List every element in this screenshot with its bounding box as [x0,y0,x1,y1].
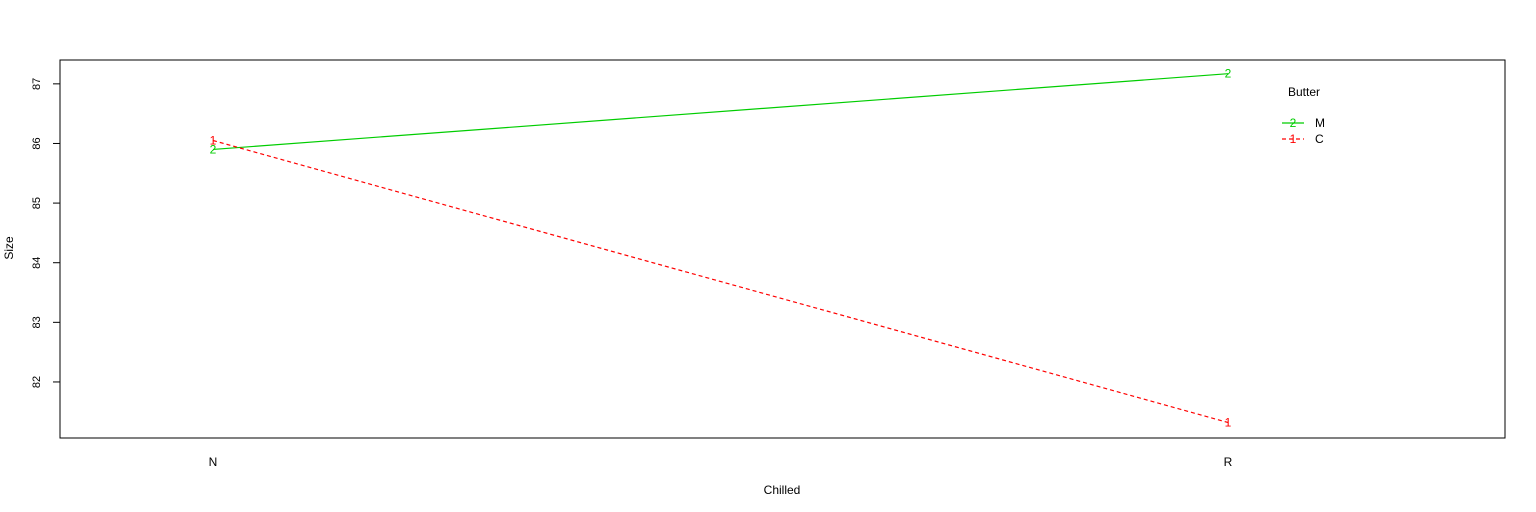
series-line-M [212,73,1229,151]
y-axis-label: Size [2,236,16,260]
y-tick-label: 83 [31,316,43,328]
y-tick-label: 82 [31,376,43,388]
y-tick-label: 85 [31,197,43,209]
y-tick-label: 84 [31,257,43,269]
plot-box [59,59,1506,439]
legend-title: Butter [1288,85,1320,99]
point-symbol-C: 1 [1225,415,1232,429]
y-tick-label: 86 [31,137,43,149]
legend-symbol-M: 2 [1290,116,1297,130]
legend-symbol-C: 1 [1290,132,1297,146]
y-axis: 82 83 84 85 86 87 [31,78,61,388]
x-tick-label: R [1224,455,1233,469]
y-tick-label: 87 [31,78,43,90]
legend: Butter 2 M 1 C [1282,85,1325,146]
legend-label-M: M [1315,116,1325,130]
x-axis-label: Chilled [764,483,801,497]
point-symbol-C: 1 [210,133,217,147]
x-tick-label: N [209,455,218,469]
point-symbol-M: 2 [210,142,217,156]
point-symbol-M: 2 [1225,67,1232,81]
legend-label-C: C [1315,132,1324,146]
series-line-C [212,139,1229,424]
